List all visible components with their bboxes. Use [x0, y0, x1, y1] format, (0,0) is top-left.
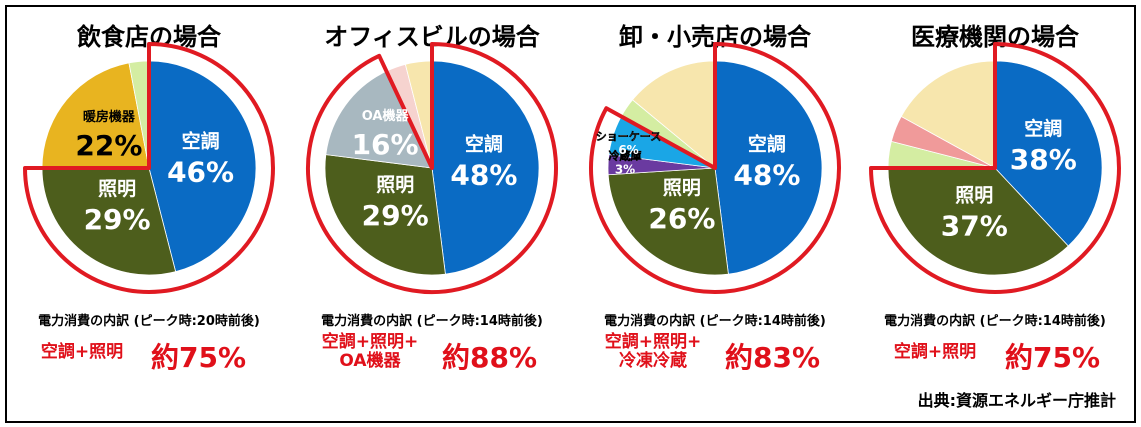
highlight-note: 空調+照明: [893, 342, 977, 362]
pie-slice-lighting: [324, 154, 446, 276]
slice-value-refrigerator: 3%: [615, 163, 635, 177]
slice-label-lighting: 照明: [663, 177, 701, 199]
slice-label-lighting: 照明: [98, 178, 136, 200]
pie-slice-heating: [41, 62, 150, 169]
pie-slice-other-5: [631, 60, 716, 169]
slice-value-ac: 48%: [733, 159, 800, 192]
slice-value-ac: 48%: [450, 159, 517, 192]
pie-panel-medical: 医療機関の場合 空調 38% 照明 37% 電力消費の内訳 (ピーク時:14時前後) …: [855, 7, 1135, 421]
highlight-note: 空調+照明: [40, 342, 124, 362]
highlight-outline: [869, 42, 1121, 294]
pie-chart-restaurant: 空調 46% 照明 29% 暖房機器 22%: [23, 42, 275, 294]
pie-chart-office: 空調 48% 照明 29% OA機器 16%: [306, 42, 558, 294]
pie-slice-ac: [148, 60, 257, 273]
slice-label-lighting: 照明: [955, 185, 993, 207]
slice-value-showcase: 6%: [618, 143, 638, 157]
pie-slice-lighting: [607, 167, 729, 276]
slice-label-ac: 空調: [182, 130, 220, 153]
highlight-total: 約75%: [151, 341, 247, 374]
pie-slice-ac: [431, 60, 540, 275]
highlight-outline: [589, 42, 841, 294]
slice-label-oa-equipment: OA機器: [362, 108, 410, 124]
slice-value-lighting: 29%: [362, 199, 429, 232]
highlight-total: 約83%: [725, 341, 821, 374]
source-credit: 出典:資源エネルギー庁推計: [917, 391, 1116, 410]
slice-value-lighting: 37%: [941, 210, 1008, 243]
pie-slice-ac: [714, 60, 823, 275]
highlight-total: 約75%: [1005, 341, 1101, 374]
slice-value-ac: 46%: [167, 156, 234, 189]
highlight-outline: [23, 42, 275, 294]
slice-value-lighting: 26%: [648, 202, 715, 235]
pie-chart-medical: 空調 38% 照明 37%: [869, 42, 1121, 294]
slice-value-heating: 22%: [75, 129, 142, 162]
breakdown-label: 電力消費の内訳 (ピーク時:14時前後): [321, 314, 543, 329]
pie-slice-oa-equipment: [325, 70, 433, 169]
breakdown-label: 電力消費の内訳 (ピーク時:20時前後): [38, 314, 260, 329]
slice-label-refrigerator: 冷蔵庫: [609, 149, 642, 163]
slice-label-ac: 空調: [748, 133, 786, 156]
breakdown-label: 電力消費の内訳 (ピーク時:14時前後): [884, 314, 1106, 329]
slice-value-ac: 38%: [1010, 143, 1077, 176]
pie-slice-lighting: [41, 167, 177, 276]
highlight-outline: [306, 42, 558, 294]
slice-value-lighting: 29%: [84, 203, 151, 236]
chart-frame: 飲食店の場合 空調 46% 照明 29% 暖房機器 22% 電力消費の内訳 (ピーク時:2…: [5, 5, 1136, 423]
breakdown-label: 電力消費の内訳 (ピーク時:14時前後): [604, 314, 826, 329]
pie-panel-restaurant: 飲食店の場合 空調 46% 照明 29% 暖房機器 22% 電力消費の内訳 (ピーク時:2…: [9, 7, 289, 421]
highlight-note: 空調+照明+ OA機器: [321, 332, 419, 371]
slice-label-ac: 空調: [465, 133, 503, 156]
pie-panel-retail: 卸・小売店の場合 空調 48% 照明 26% 冷蔵庫 3% ショーケース 6% 電力消費の内訳…: [575, 7, 855, 421]
pie-slice-lighting: [887, 167, 1069, 276]
slice-label-ac: 空調: [1024, 117, 1062, 140]
slice-value-oa-equipment: 16%: [352, 128, 419, 161]
pie-panel-office: オフィスビルの場合 空調 48% 照明 29% OA機器 16% 電力消費の内訳 (ピーク…: [292, 7, 572, 421]
pie-slice-other-4: [900, 60, 996, 169]
pie-slice-ac: [994, 60, 1103, 247]
highlight-note: 空調+照明+ 冷凍冷蔵: [604, 332, 702, 371]
highlight-total: 約88%: [442, 341, 538, 374]
slice-label-lighting: 照明: [376, 174, 414, 196]
slice-label-showcase: ショーケース: [596, 130, 661, 143]
slice-label-heating: 暖房機器: [83, 109, 136, 125]
